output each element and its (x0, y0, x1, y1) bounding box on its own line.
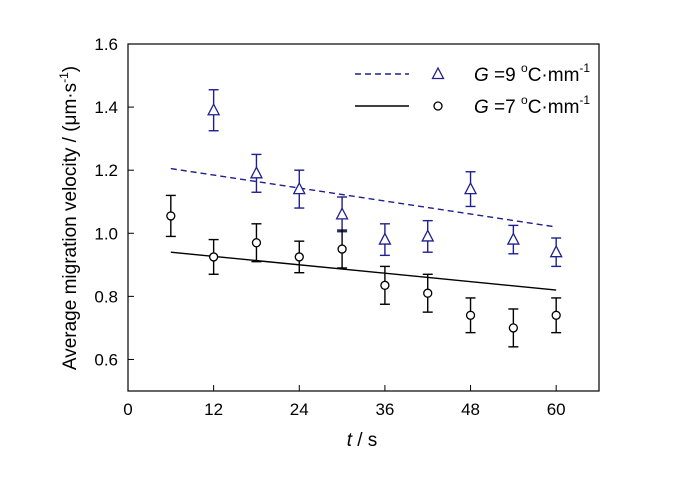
legend-label-part: o (521, 61, 528, 75)
x-axis-label: t / s (347, 430, 378, 451)
data-point-g7 (337, 244, 347, 254)
data-point-g9 (463, 181, 478, 195)
legend-label-part: =7 (489, 97, 521, 118)
x-tick-label: 48 (461, 400, 480, 419)
data-point-g9 (506, 232, 520, 245)
data-point-g9 (207, 102, 221, 116)
data-point-g9 (421, 229, 435, 242)
x-tick-label: 36 (375, 400, 394, 419)
legend-label-part: -1 (579, 61, 590, 75)
data-point-g7 (208, 252, 219, 262)
legend-label-part: G (474, 97, 489, 118)
data-point-g9 (378, 232, 392, 245)
data-point-g7 (465, 310, 476, 320)
data-point-g7 (380, 280, 390, 290)
legend-label-part: -1 (579, 93, 590, 107)
axis-ticks: 0 12 24 36 48 60 0.6 0.8 1.0 1.2 1.4 1.6 (94, 35, 565, 419)
x-tick-label: 60 (547, 400, 566, 419)
fit-line-g9 (170, 167, 557, 228)
x-tick-label: 0 (123, 400, 132, 419)
plot-frame (127, 43, 600, 392)
data-point-g7 (294, 252, 304, 262)
data-point-g7 (166, 211, 176, 221)
y-axis-label: Average migration velocity / (μm·s-1) (57, 66, 81, 370)
legend-label-part: =9 (489, 65, 521, 86)
legend-marker-g9 (431, 66, 445, 80)
legend: G =9 oC·mm-1G =7 oC·mm-1 (355, 61, 590, 118)
legend-label-g7: G =7 oC·mm-1 (474, 93, 590, 118)
legend-label-part: C·mm (528, 97, 580, 118)
legend-label-part: C·mm (528, 65, 580, 86)
y-tick-label: 1.4 (94, 98, 118, 117)
data-point-g9 (292, 181, 306, 195)
data-markers (166, 102, 563, 333)
y-tick-label: 0.8 (94, 287, 118, 306)
fit-line-g7 (170, 251, 557, 291)
plot-area-border (127, 43, 600, 392)
legend-marker-g7 (433, 101, 443, 111)
data-point-g7 (251, 238, 262, 248)
legend-label-part: o (521, 93, 528, 107)
y-tick-label: 1.6 (94, 35, 118, 54)
legend-label-part: G (474, 65, 489, 86)
y-tick-label: 1.0 (94, 224, 118, 243)
data-point-g9 (549, 244, 563, 258)
legend-label-g9: G =9 oC·mm-1 (474, 61, 590, 86)
y-tick-label: 0.6 (94, 350, 118, 369)
data-point-g9 (249, 165, 264, 179)
data-point-g9 (335, 206, 349, 220)
fit-lines (170, 167, 557, 291)
data-point-g7 (551, 310, 561, 320)
data-point-g7 (508, 323, 519, 333)
x-tick-label: 24 (290, 400, 309, 419)
y-tick-label: 1.2 (94, 161, 118, 180)
data-point-g7 (423, 288, 433, 298)
x-tick-label: 12 (204, 400, 223, 419)
